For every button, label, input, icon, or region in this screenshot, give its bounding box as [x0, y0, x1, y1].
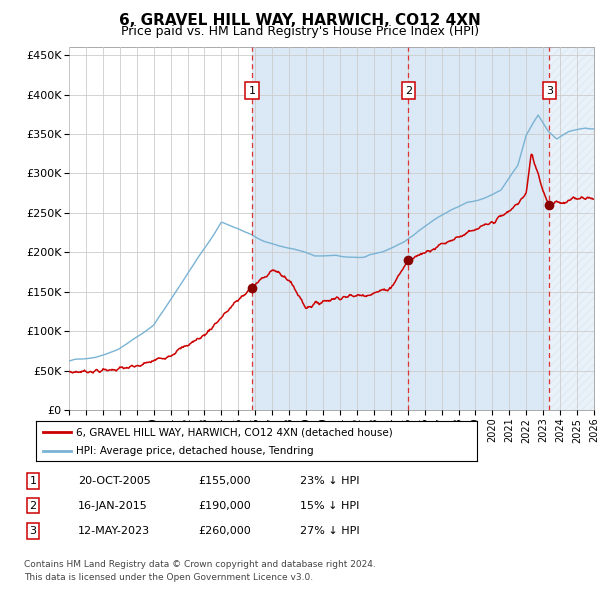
Text: 1: 1 — [248, 86, 256, 96]
Bar — [252, 47, 409, 410]
Text: 27% ↓ HPI: 27% ↓ HPI — [300, 526, 359, 536]
Text: £260,000: £260,000 — [198, 526, 251, 536]
Bar — [409, 47, 549, 410]
Text: £155,000: £155,000 — [198, 476, 251, 486]
Text: 1: 1 — [29, 476, 37, 486]
Text: 15% ↓ HPI: 15% ↓ HPI — [300, 501, 359, 510]
Text: Contains HM Land Registry data © Crown copyright and database right 2024.: Contains HM Land Registry data © Crown c… — [24, 560, 376, 569]
Text: 3: 3 — [546, 86, 553, 96]
Text: 6, GRAVEL HILL WAY, HARWICH, CO12 4XN (detached house): 6, GRAVEL HILL WAY, HARWICH, CO12 4XN (d… — [76, 428, 392, 438]
Text: 2: 2 — [29, 501, 37, 510]
Text: 3: 3 — [29, 526, 37, 536]
Text: Price paid vs. HM Land Registry's House Price Index (HPI): Price paid vs. HM Land Registry's House … — [121, 25, 479, 38]
Text: 23% ↓ HPI: 23% ↓ HPI — [300, 476, 359, 486]
Text: £190,000: £190,000 — [198, 501, 251, 510]
Text: 2: 2 — [405, 86, 412, 96]
Text: 16-JAN-2015: 16-JAN-2015 — [78, 501, 148, 510]
Text: 12-MAY-2023: 12-MAY-2023 — [78, 526, 150, 536]
Text: HPI: Average price, detached house, Tendring: HPI: Average price, detached house, Tend… — [76, 447, 313, 456]
Bar — [549, 47, 594, 410]
Text: 6, GRAVEL HILL WAY, HARWICH, CO12 4XN: 6, GRAVEL HILL WAY, HARWICH, CO12 4XN — [119, 13, 481, 28]
Text: 20-OCT-2005: 20-OCT-2005 — [78, 476, 151, 486]
Text: This data is licensed under the Open Government Licence v3.0.: This data is licensed under the Open Gov… — [24, 572, 313, 582]
